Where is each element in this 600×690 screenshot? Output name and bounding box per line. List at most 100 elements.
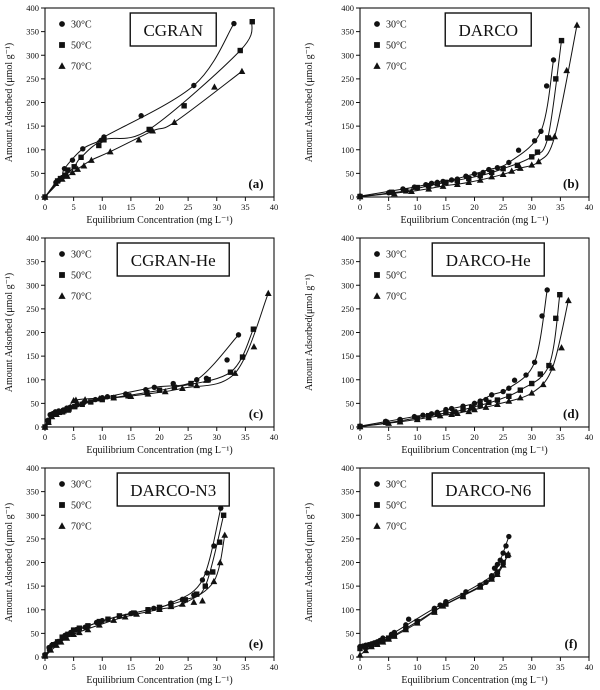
square-data-point bbox=[500, 165, 506, 172]
square-data-point bbox=[517, 387, 523, 393]
triangle-data-point bbox=[425, 185, 433, 192]
series-points-30°C bbox=[357, 533, 512, 650]
y-tick-label: 300 bbox=[341, 50, 354, 60]
x-tick-label: 5 bbox=[72, 662, 76, 672]
square-data-point bbox=[70, 627, 77, 633]
x-axis-label: Equilibrium Concentration (mg L⁻¹) bbox=[401, 675, 547, 686]
triangle-data-point bbox=[121, 613, 129, 620]
triangle-data-point bbox=[199, 597, 206, 604]
triangle-data-point bbox=[58, 175, 66, 182]
x-tick-label: 0 bbox=[358, 432, 362, 442]
square-data-point bbox=[468, 404, 475, 411]
circle-data-point bbox=[506, 533, 512, 540]
triangle-data-point bbox=[57, 638, 65, 645]
y-tick-label: 400 bbox=[26, 3, 39, 13]
square-data-point bbox=[250, 326, 257, 332]
x-tick-label: 30 bbox=[528, 202, 537, 212]
y-tick-label: 0 bbox=[35, 422, 39, 432]
triangle-data-point bbox=[144, 390, 152, 397]
circle-data-point bbox=[218, 505, 224, 511]
legend-label: 30°C bbox=[386, 250, 407, 261]
x-tick-label: 5 bbox=[387, 202, 391, 212]
square-data-point bbox=[62, 172, 69, 178]
x-tick-label: 25 bbox=[499, 202, 508, 212]
x-axis-label: Equilibrium Concentration (mg L⁻¹) bbox=[86, 445, 232, 456]
circle-data-point bbox=[500, 550, 506, 556]
triangle-data-point bbox=[48, 413, 56, 420]
triangle-data-point bbox=[482, 403, 490, 410]
chart-a: 0 5 10 15 20 25 30 35 40050100150200250300350400… bbox=[4, 3, 278, 226]
y-tick-label: 350 bbox=[26, 27, 39, 37]
triangle-data-point bbox=[425, 414, 433, 421]
square-data-point bbox=[529, 154, 535, 160]
circle-data-point bbox=[503, 543, 509, 549]
x-tick-label: 30 bbox=[213, 202, 222, 212]
y-tick-label: 100 bbox=[26, 145, 39, 155]
legend: 30°C 50°C 70°C bbox=[373, 480, 407, 533]
square-data-point bbox=[52, 411, 58, 417]
square-data-point bbox=[59, 634, 65, 640]
chart-title: DARCO-N6 bbox=[445, 481, 531, 500]
square-data-point bbox=[57, 175, 64, 182]
triangle-data-point bbox=[110, 394, 118, 401]
square-data-point bbox=[146, 126, 152, 133]
circle-data-point bbox=[531, 359, 538, 365]
triangle-data-point bbox=[508, 167, 516, 174]
y-tick-label: 350 bbox=[341, 257, 354, 267]
square-data-point bbox=[434, 181, 440, 187]
y-axis: 0 50 100 150 200 250 300 350 400 bbox=[341, 463, 360, 662]
legend-circle-icon bbox=[374, 251, 380, 257]
x-tick-label: 40 bbox=[585, 662, 594, 672]
triangle-data-point bbox=[356, 651, 364, 658]
legend-label: 30°C bbox=[71, 250, 92, 261]
triangle-data-point bbox=[476, 176, 484, 183]
legend-label: 30°C bbox=[71, 20, 92, 31]
triangle-data-point bbox=[53, 410, 60, 417]
triangle-data-point bbox=[74, 165, 82, 172]
square-data-point bbox=[181, 103, 187, 109]
triangle-data-point bbox=[439, 182, 447, 189]
legend-square-icon bbox=[374, 42, 380, 48]
triangle-data-point bbox=[565, 296, 572, 304]
title-box bbox=[444, 12, 532, 47]
circle-data-point bbox=[531, 138, 538, 144]
title-box bbox=[116, 242, 230, 277]
square-data-point bbox=[96, 142, 102, 149]
panel-label: (f) bbox=[565, 636, 578, 651]
triangle-data-point bbox=[488, 575, 496, 582]
y-tick-label: 50 bbox=[346, 628, 355, 638]
triangle-data-point bbox=[127, 392, 135, 399]
y-tick-label: 400 bbox=[26, 233, 39, 243]
y-tick-label: 200 bbox=[341, 98, 354, 108]
legend-square-icon bbox=[374, 272, 380, 278]
x-tick-label: 20 bbox=[155, 432, 164, 442]
legend-circle-icon bbox=[59, 251, 65, 257]
legend-triangle-icon bbox=[373, 522, 381, 529]
x-tick-label: 35 bbox=[241, 202, 250, 212]
triangle-data-point bbox=[41, 652, 49, 659]
y-axis-label: Amount Adsorbed(μmol g⁻¹) bbox=[304, 274, 315, 391]
chart-title: DARCO-N3 bbox=[130, 481, 216, 500]
series-curve-70°C bbox=[44, 70, 243, 198]
y-tick-label: 150 bbox=[26, 581, 39, 591]
triangle-data-point bbox=[499, 561, 507, 568]
legend-triangle-icon bbox=[373, 292, 381, 299]
triangle-data-point bbox=[535, 158, 542, 165]
square-data-point bbox=[202, 583, 208, 589]
y-tick-label: 200 bbox=[341, 558, 354, 568]
circle-data-point bbox=[204, 570, 210, 576]
circle-data-point bbox=[224, 357, 230, 363]
triangle-data-point bbox=[70, 630, 77, 638]
x-tick-label: 25 bbox=[499, 432, 508, 442]
triangle-data-point bbox=[63, 634, 71, 641]
square-data-point bbox=[216, 539, 223, 545]
y-tick-label: 0 bbox=[350, 422, 354, 432]
x-tick-label: 35 bbox=[556, 202, 565, 212]
y-tick-label: 200 bbox=[26, 558, 39, 568]
subplot-a: 0 5 10 15 20 25 30 35 40 0 50 100 150 200 250 300 350 400… bbox=[0, 0, 300, 230]
triangle-data-point bbox=[488, 173, 496, 180]
square-data-point bbox=[65, 631, 71, 638]
x-axis: 0 5 10 15 20 25 30 35 40 bbox=[43, 197, 278, 212]
triangle-data-point bbox=[453, 409, 461, 416]
y-axis-label: Amount Adsorbed (μmol g⁻¹) bbox=[4, 273, 15, 392]
